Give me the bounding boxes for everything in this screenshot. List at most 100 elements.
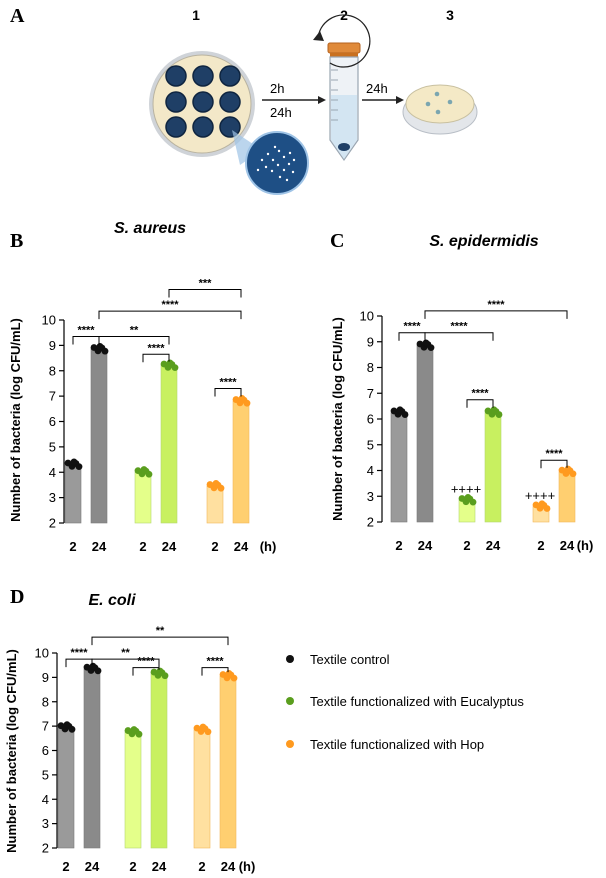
y-tick-label: 5: [367, 437, 374, 452]
bar-hop-24h: [232, 400, 250, 524]
bar-hop-24h: [219, 675, 237, 849]
x-axis-unit: (h): [577, 538, 594, 553]
x-axis-unit: (h): [260, 539, 277, 554]
bar-control-2h: [57, 727, 75, 849]
significance-label: ****: [219, 377, 237, 389]
data-point: [569, 470, 577, 478]
y-tick-label: 9: [42, 670, 49, 685]
x-tick-label: 24: [418, 538, 433, 553]
y-tick-label: 3: [49, 490, 56, 505]
x-axis-unit: (h): [239, 859, 256, 874]
data-point: [94, 667, 102, 675]
legend-label-eucalyptus: Textile functionalized with Eucalyptus: [310, 694, 524, 709]
data-point: [238, 395, 246, 402]
panel-c-chart: C S. epidermidis 2 3 4 5 6 7 8 9 10 Number of bac…: [330, 230, 593, 553]
data-point: [89, 662, 97, 670]
y-tick-label: 2: [42, 841, 49, 856]
panel-b-chart: B S. aureus 2 3 4 5 6 7 8 9 10 Number of bacteria…: [8, 220, 276, 554]
y-tick-label: 9: [367, 334, 374, 349]
y-tick-label: 8: [42, 694, 49, 709]
y-tick-label: 7: [42, 719, 49, 734]
x-tick-label: 24: [92, 539, 107, 554]
data-point: [464, 493, 472, 501]
panel-label-c: C: [330, 230, 344, 252]
data-point: [225, 670, 233, 677]
panel-a: A 1 2 3: [10, 5, 478, 195]
y-tick-label: 3: [367, 489, 374, 504]
arrow-incubation: 2h 24h: [262, 81, 326, 120]
significance-label: ****: [487, 299, 505, 311]
significance-bracket: [214, 388, 242, 397]
bar-euc-2h: [134, 471, 152, 524]
bar-euc-24h: [484, 412, 502, 523]
textile-discs: [165, 65, 241, 138]
x-tick-label: 24: [221, 859, 236, 874]
x-tick-label: 2: [463, 538, 470, 553]
data-point: [135, 730, 143, 738]
bar-hop-2h: [206, 485, 224, 524]
y-axis-label: Number of bacteria (log CFU/mL): [4, 649, 19, 853]
bar-euc-24h: [160, 365, 178, 524]
legend-label-hop: Textile functionalized with Hop: [310, 737, 484, 752]
x-tick-label: 24: [162, 539, 177, 554]
bar-euc-2h: [124, 731, 142, 849]
zoom-bubble: [232, 130, 309, 195]
cross-significance-label: ++++: [525, 488, 555, 503]
data-point: [243, 399, 251, 407]
significance-bracket: [168, 289, 242, 298]
significance-bracket: [98, 335, 170, 345]
y-tick-label: 5: [49, 439, 56, 454]
arrow-label-2h: 2h: [270, 81, 284, 96]
x-tick-label: 2: [129, 859, 136, 874]
data-point: [63, 721, 71, 728]
bar-control-24h: [90, 348, 108, 524]
data-point: [199, 723, 207, 731]
significance-bracket: [142, 353, 170, 363]
legend-swatch-eucalyptus: [286, 697, 294, 705]
bar-hop-2h: [193, 729, 211, 849]
petri-dish-with-samples: [149, 51, 255, 157]
y-tick-label: 10: [35, 646, 49, 661]
step-3-label: 3: [446, 7, 454, 23]
data-point: [101, 347, 109, 355]
significance-label: **: [130, 324, 139, 336]
significance-label: ****: [403, 321, 421, 333]
panel-label-b: B: [10, 230, 23, 252]
data-point: [161, 672, 169, 680]
significance-label: ****: [147, 342, 165, 354]
data-point: [495, 411, 503, 418]
data-point: [422, 339, 430, 347]
data-point: [469, 498, 477, 506]
significance-bracket: [466, 399, 494, 408]
panel-label-a: A: [10, 5, 25, 27]
significance-bracket: [132, 667, 160, 676]
chart-title: S. epidermidis: [429, 233, 538, 250]
x-tick-label: 2: [211, 539, 218, 554]
data-point: [396, 406, 404, 414]
x-tick-label: 2: [198, 859, 205, 874]
data-point: [204, 728, 212, 736]
y-tick-label: 7: [367, 386, 374, 401]
data-point: [217, 484, 225, 492]
legend-label-control: Textile control: [310, 652, 390, 667]
vortex-icon: [313, 14, 371, 68]
x-tick-label: 24: [152, 859, 167, 874]
significance-label: ****: [471, 388, 489, 400]
y-tick-label: 10: [360, 309, 374, 324]
y-tick-label: 2: [49, 516, 56, 531]
data-point: [401, 411, 409, 418]
data-point: [171, 364, 179, 372]
agar-plate: [402, 84, 478, 135]
data-point: [96, 343, 104, 350]
step-1-label: 1: [192, 7, 200, 23]
data-point: [130, 726, 138, 733]
significance-label: ****: [70, 647, 88, 659]
x-tick-label: 2: [139, 539, 146, 554]
x-tick-label: 2: [537, 538, 544, 553]
y-tick-label: 7: [49, 389, 56, 404]
significance-label: ***: [199, 278, 213, 290]
significance-label: ****: [161, 299, 179, 311]
y-tick-label: 8: [367, 360, 374, 375]
significance-bracket: [201, 667, 229, 676]
